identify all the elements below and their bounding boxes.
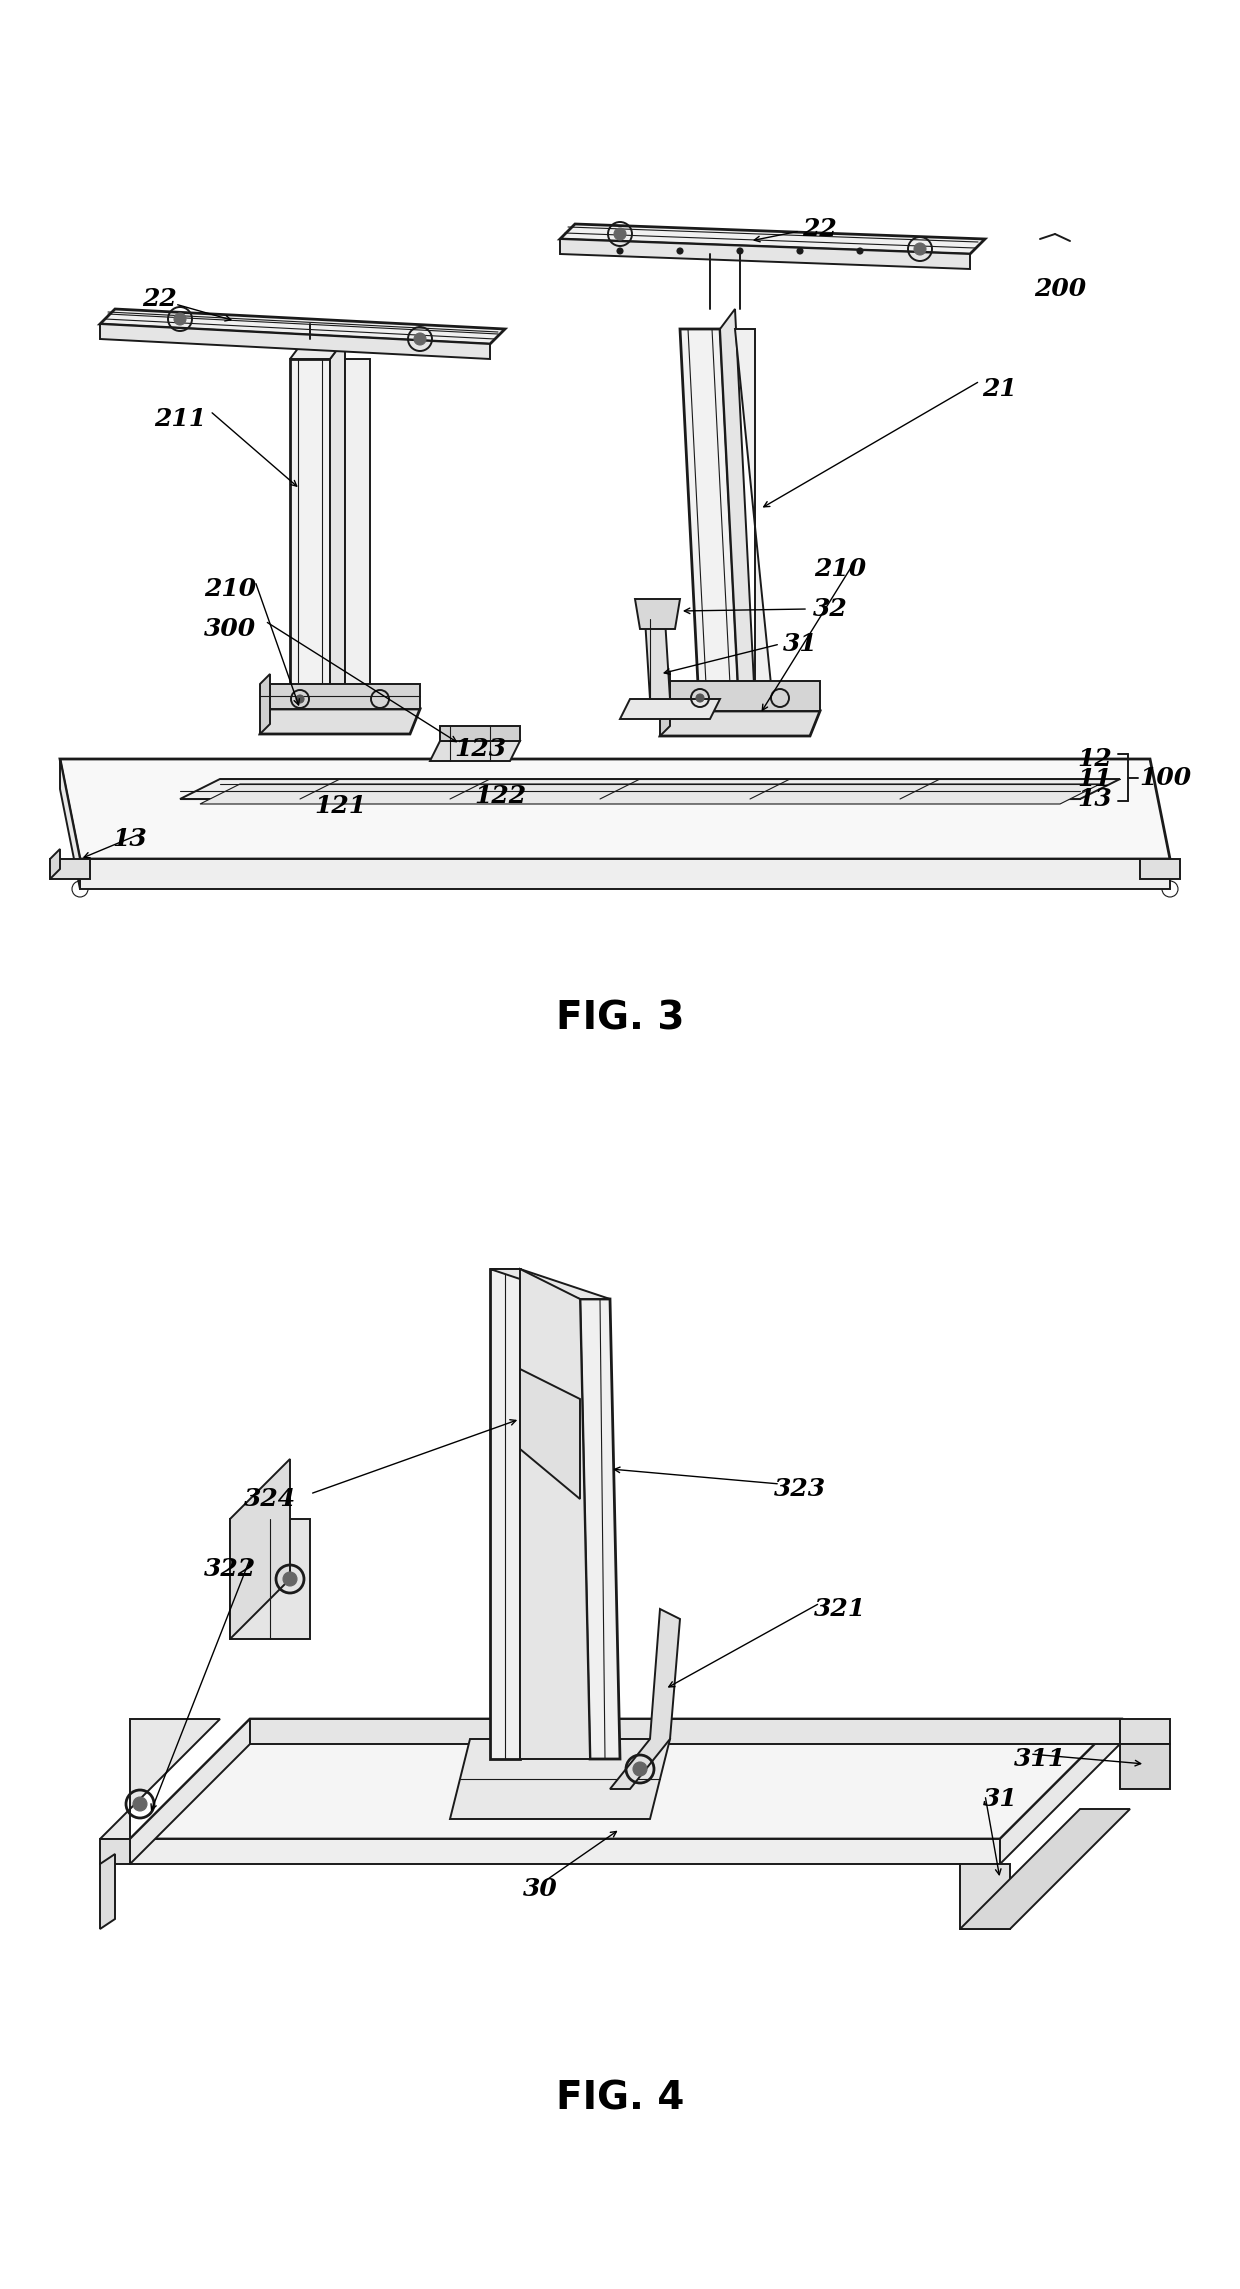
Polygon shape <box>100 1719 219 1838</box>
Polygon shape <box>720 309 755 723</box>
Polygon shape <box>520 1369 580 1499</box>
Circle shape <box>696 694 704 703</box>
Circle shape <box>857 247 863 254</box>
Polygon shape <box>50 858 91 879</box>
Polygon shape <box>100 325 490 359</box>
Polygon shape <box>430 742 520 760</box>
Polygon shape <box>100 1854 115 1930</box>
Polygon shape <box>60 760 81 888</box>
Polygon shape <box>100 309 505 343</box>
Polygon shape <box>660 671 670 737</box>
Text: 122: 122 <box>474 785 526 808</box>
Polygon shape <box>130 1719 250 1863</box>
Circle shape <box>618 247 622 254</box>
Polygon shape <box>1120 1719 1171 1744</box>
Polygon shape <box>345 359 370 728</box>
Circle shape <box>283 1573 298 1586</box>
Polygon shape <box>100 1838 130 1863</box>
Circle shape <box>632 1763 647 1776</box>
Polygon shape <box>1140 858 1180 879</box>
Circle shape <box>797 247 804 254</box>
Text: 13: 13 <box>1078 787 1112 810</box>
Text: 324: 324 <box>244 1488 296 1511</box>
Polygon shape <box>130 1719 1120 1838</box>
Polygon shape <box>610 1609 680 1790</box>
Polygon shape <box>635 600 680 629</box>
Polygon shape <box>290 339 345 359</box>
Polygon shape <box>960 1808 1130 1930</box>
Text: 323: 323 <box>774 1476 826 1502</box>
Text: 322: 322 <box>203 1557 257 1582</box>
Polygon shape <box>450 1740 670 1820</box>
Text: 211: 211 <box>154 407 206 430</box>
Text: 121: 121 <box>314 794 366 817</box>
Polygon shape <box>620 698 720 719</box>
Text: 123: 123 <box>454 737 506 760</box>
Text: 30: 30 <box>522 1877 557 1900</box>
Text: 31: 31 <box>782 632 817 657</box>
Polygon shape <box>645 618 670 698</box>
Polygon shape <box>50 849 60 879</box>
Polygon shape <box>660 712 820 737</box>
Text: 200: 200 <box>1034 277 1086 300</box>
Polygon shape <box>580 1298 620 1758</box>
Text: 210: 210 <box>203 577 257 602</box>
Circle shape <box>296 696 304 703</box>
Text: FIG. 3: FIG. 3 <box>556 1000 684 1037</box>
Polygon shape <box>960 1863 1011 1930</box>
Polygon shape <box>250 1719 1120 1744</box>
Text: 32: 32 <box>812 597 847 620</box>
Text: 210: 210 <box>813 556 866 581</box>
Polygon shape <box>560 224 985 254</box>
Circle shape <box>914 243 926 254</box>
Polygon shape <box>490 1268 520 1758</box>
Polygon shape <box>560 238 970 270</box>
Circle shape <box>414 332 427 346</box>
Polygon shape <box>999 1719 1120 1863</box>
Polygon shape <box>290 359 330 728</box>
Polygon shape <box>330 339 345 728</box>
Polygon shape <box>200 785 1100 803</box>
Polygon shape <box>260 673 270 735</box>
Polygon shape <box>735 330 775 723</box>
Circle shape <box>174 314 186 325</box>
Polygon shape <box>180 778 1120 799</box>
Polygon shape <box>229 1458 290 1639</box>
Polygon shape <box>229 1520 310 1639</box>
Polygon shape <box>81 858 1171 888</box>
Polygon shape <box>270 684 420 710</box>
Text: 311: 311 <box>1014 1747 1066 1772</box>
Polygon shape <box>440 726 520 742</box>
Text: 22: 22 <box>802 217 837 240</box>
Polygon shape <box>130 1838 999 1863</box>
Polygon shape <box>260 710 420 735</box>
Text: 21: 21 <box>982 378 1017 401</box>
Circle shape <box>614 229 626 240</box>
Polygon shape <box>60 760 1171 858</box>
Circle shape <box>677 247 683 254</box>
Text: 321: 321 <box>813 1598 866 1621</box>
Polygon shape <box>670 682 820 712</box>
Text: 12: 12 <box>1078 746 1112 771</box>
Circle shape <box>737 247 743 254</box>
Text: 22: 22 <box>143 286 177 311</box>
Text: 300: 300 <box>203 618 257 641</box>
Polygon shape <box>490 1268 610 1298</box>
Circle shape <box>133 1797 148 1811</box>
Polygon shape <box>520 1268 590 1758</box>
Text: 11: 11 <box>1078 767 1112 792</box>
Text: 31: 31 <box>982 1788 1017 1811</box>
Polygon shape <box>1120 1744 1171 1790</box>
Text: 100: 100 <box>1138 767 1192 790</box>
Text: 13: 13 <box>113 826 148 852</box>
Polygon shape <box>680 330 740 723</box>
Text: FIG. 4: FIG. 4 <box>556 2081 684 2117</box>
